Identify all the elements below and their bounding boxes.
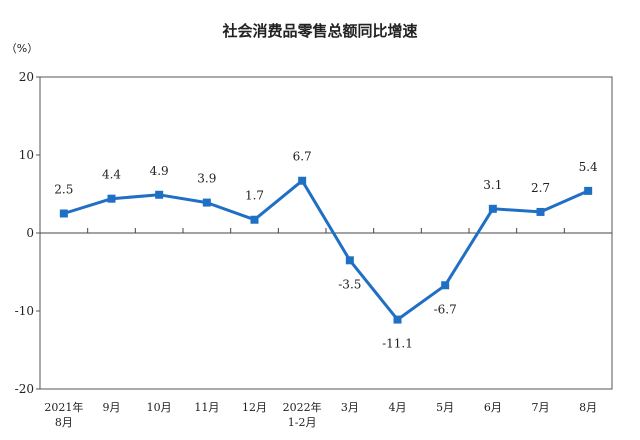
data-point — [584, 186, 593, 195]
data-label: 3.9 — [197, 172, 216, 186]
y-tick-label: 10 — [19, 148, 34, 162]
x-tick-label: 11月 — [194, 401, 219, 414]
y-tick-label: 0 — [26, 226, 34, 240]
series-markers — [59, 176, 593, 324]
data-labels: 2.5 4.4 4.9 3.9 1.7 6.7 -3.5 -11.1 -6.7 3.1 2.7 5.4 — [54, 150, 598, 351]
data-label: 2.5 — [54, 183, 73, 197]
data-point — [155, 190, 164, 199]
x-axis: 2021年 8月 9月 10月 11月 12月 2022年 1-2月 3月 4月 5月 6月 7月 8月 — [44, 228, 597, 429]
data-label: 4.9 — [150, 164, 169, 178]
data-point — [345, 256, 354, 265]
data-point — [441, 281, 450, 290]
data-point — [298, 176, 307, 185]
x-tick-label: 2021年 — [44, 400, 83, 414]
x-tick-label: 5月 — [436, 401, 454, 414]
x-tick-label: 8月 — [55, 416, 73, 429]
data-label: -6.7 — [434, 302, 457, 316]
x-tick-label: 10月 — [147, 401, 172, 414]
chart-title: 社会消费品零售总额同比增速 — [221, 22, 417, 40]
x-tick-label: 12月 — [242, 401, 267, 414]
x-tick-label: 4月 — [389, 401, 407, 414]
y-tick-label: -20 — [15, 382, 34, 396]
x-tick-label: 1-2月 — [288, 416, 317, 429]
data-label: 5.4 — [579, 160, 598, 174]
x-tick-label: 3月 — [341, 401, 359, 414]
data-point — [488, 204, 497, 213]
data-point — [59, 209, 68, 218]
y-tick-label: -10 — [15, 304, 34, 318]
data-point — [250, 215, 259, 224]
data-point — [393, 315, 402, 324]
data-label: -11.1 — [382, 337, 413, 351]
data-point — [202, 198, 211, 207]
series-line — [63, 179, 589, 322]
y-unit-label: （%） — [6, 42, 38, 55]
data-label: -3.5 — [338, 277, 361, 291]
x-tick-label: 2022年 — [283, 400, 322, 414]
data-point — [536, 207, 545, 216]
data-point — [107, 194, 116, 203]
data-label: 3.1 — [483, 178, 502, 192]
data-label: 2.7 — [531, 181, 550, 195]
data-label: 4.4 — [102, 168, 121, 182]
data-label: 1.7 — [245, 189, 264, 203]
y-tick-label: 20 — [19, 70, 34, 84]
x-tick-label: 9月 — [103, 401, 121, 414]
x-tick-label: 7月 — [532, 401, 550, 414]
x-tick-label: 8月 — [579, 401, 597, 414]
x-tick-label: 6月 — [484, 401, 502, 414]
data-label: 6.7 — [293, 150, 312, 164]
y-axis: 20 10 0 -10 -20 — [15, 70, 40, 396]
